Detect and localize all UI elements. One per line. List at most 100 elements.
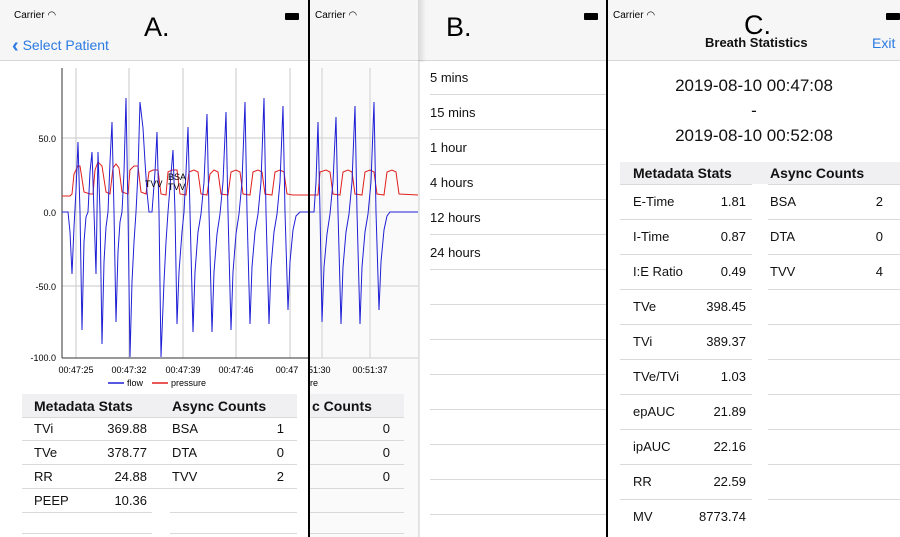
divider <box>768 324 900 325</box>
divider <box>620 219 752 220</box>
metadata-value: 22.16 <box>713 439 746 454</box>
metadata-label: epAUC <box>633 404 675 419</box>
time-option-1-hour[interactable]: 1 hour <box>430 140 467 155</box>
metadata-value: 0.49 <box>720 264 746 279</box>
divider <box>22 488 297 489</box>
x-tick-label: 00:47:32 <box>111 365 146 375</box>
divider <box>430 129 606 130</box>
divider <box>620 254 752 255</box>
divider <box>620 429 752 430</box>
panel-b-navbar <box>310 0 606 61</box>
metadata-label: ipAUC <box>633 439 671 454</box>
x-tick-label: 00:47 <box>276 365 299 375</box>
metadata-label: RR <box>633 474 652 489</box>
divider <box>620 289 752 290</box>
divider <box>430 514 606 515</box>
async-label: DTA <box>172 445 198 460</box>
legend-fragment: re <box>310 378 318 388</box>
divider <box>310 488 404 489</box>
divider <box>768 219 900 220</box>
time-option-12-hours[interactable]: 12 hours <box>430 210 481 225</box>
divider <box>22 464 297 465</box>
time-option-15-mins[interactable]: 15 mins <box>430 105 476 120</box>
divider <box>430 94 606 95</box>
chart-annotation: TVV <box>145 179 163 189</box>
divider <box>430 234 606 235</box>
panel-a-label: A. <box>144 12 170 42</box>
legend-pressure-label: pressure <box>171 378 206 388</box>
divider <box>768 464 900 465</box>
async-label: TVV <box>770 264 796 279</box>
time-option-4-hours[interactable]: 4 hours <box>430 175 474 190</box>
divider <box>310 533 404 534</box>
async-value: 0 <box>875 229 883 244</box>
async-value: 1 <box>276 421 284 436</box>
divider <box>620 359 752 360</box>
x-tick-label: :51:30 <box>310 365 331 375</box>
time-option-24-hours[interactable]: 24 hours <box>430 245 481 260</box>
async-header-fragment: c Counts <box>312 398 372 414</box>
panel-divider <box>606 0 608 537</box>
metadata-value: 21.89 <box>713 404 746 419</box>
panel-b-label: B. <box>446 12 472 42</box>
async-value: 0 <box>382 421 390 436</box>
x-tick-label: 00:51:37 <box>352 365 387 375</box>
metadata-value: 1.03 <box>720 369 746 384</box>
divider <box>22 512 152 513</box>
metadata-header: Metadata Stats <box>633 165 732 181</box>
async-header: Async Counts <box>172 398 267 414</box>
divider <box>170 512 297 513</box>
metadata-label: RR <box>34 469 53 484</box>
chart-annotation: BSA <box>168 172 186 182</box>
divider <box>430 164 606 165</box>
y-tick-label: 0.0 <box>43 208 56 218</box>
panel-c-table-header <box>620 162 900 184</box>
select-patient-button[interactable]: ‹ Select Patient <box>12 33 109 57</box>
exit-button[interactable]: Exit <box>872 35 896 51</box>
divider <box>620 499 752 500</box>
divider <box>430 409 606 410</box>
async-label: DTA <box>770 229 796 244</box>
metadata-label: TVe <box>633 299 657 314</box>
divider <box>768 394 900 395</box>
async-label: BSA <box>172 421 199 436</box>
divider <box>430 269 606 270</box>
battery-icon <box>285 13 299 20</box>
metadata-label: TVi <box>34 421 54 436</box>
background-table-header <box>310 394 404 417</box>
metadata-value: 1.81 <box>720 194 746 209</box>
carrier-text: Carrier <box>613 10 644 21</box>
divider <box>768 184 900 185</box>
panel-divider <box>308 0 310 537</box>
carrier-label: Carrier ◠ <box>613 10 655 21</box>
divider <box>768 429 900 430</box>
metadata-value: 8773.74 <box>699 509 746 524</box>
metadata-label: TVe <box>34 445 58 460</box>
panel-c-label: C. <box>744 10 771 40</box>
battery-icon <box>886 13 900 20</box>
time-range-list: 5 mins 15 mins 1 hour 4 hours 12 hours 2… <box>420 62 606 537</box>
carrier-label: Carrier ◠ <box>14 10 56 21</box>
divider <box>22 533 152 534</box>
metadata-value: 389.37 <box>706 334 746 349</box>
metadata-label: MV <box>633 509 653 524</box>
async-value: 0 <box>276 445 284 460</box>
page-title: Breath Statistics <box>705 35 808 50</box>
async-label: BSA <box>770 194 797 209</box>
divider <box>430 304 606 305</box>
chevron-left-icon: ‹ <box>12 35 19 57</box>
metadata-label: TVi <box>633 334 653 349</box>
divider <box>22 417 297 418</box>
divider <box>22 440 297 441</box>
wifi-icon: ◠ <box>646 10 656 21</box>
metadata-value: 0.87 <box>720 229 746 244</box>
async-value: 2 <box>875 194 883 209</box>
time-option-5-mins[interactable]: 5 mins <box>430 70 469 85</box>
x-tick-label: 00:47:46 <box>218 365 253 375</box>
start-time: 2019-08-10 00:47:08 <box>675 76 833 95</box>
background-view: :51:30 00:51:37 re c Counts 0 0 0 <box>310 62 418 537</box>
divider <box>768 499 900 500</box>
metadata-label: I:E Ratio <box>633 264 683 279</box>
metadata-value: 10.36 <box>114 493 147 508</box>
divider <box>768 254 900 255</box>
